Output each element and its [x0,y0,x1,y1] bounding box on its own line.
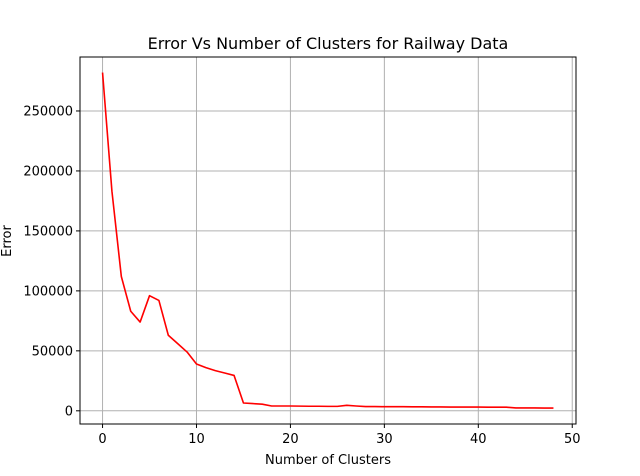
data-series [101,72,554,409]
y-tick-label: 250000 [23,104,73,119]
x-axis-label: Number of Clusters [265,453,391,468]
series-line [101,72,554,409]
x-tick-label: 40 [470,432,487,447]
x-axis: 0 10 20 30 40 50 [98,424,581,447]
y-tick-label: 150000 [23,224,73,239]
gridlines [80,57,576,424]
plot-area-frame [79,56,577,425]
y-axis: 0 50000 100000 150000 200000 250000 [23,104,80,419]
x-tick-label: 50 [564,432,581,447]
x-tick-label: 20 [282,432,299,447]
y-axis-label: Error [0,225,15,257]
x-tick-label: 30 [376,432,393,447]
chart-title: Error Vs Number of Clusters for Railway … [148,34,509,53]
y-tick-label: 200000 [23,164,73,179]
x-tick-label: 0 [98,432,106,447]
y-tick-label: 50000 [32,344,73,359]
x-tick-label: 10 [188,432,205,447]
y-tick-label: 100000 [23,284,73,299]
y-tick-label: 0 [65,404,73,419]
